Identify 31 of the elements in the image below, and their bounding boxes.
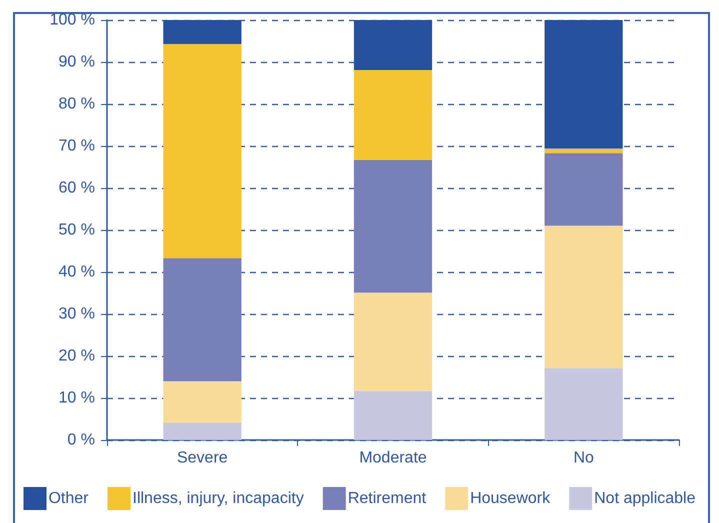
y-tick-label: 100 % — [50, 12, 95, 28]
bar — [544, 368, 623, 440]
y-tick-label: 0 % — [67, 432, 95, 448]
legend-label: Housework — [470, 490, 552, 507]
x-tick-label: Severe — [176, 450, 228, 466]
legend-label: Retirement — [348, 490, 427, 507]
bar — [544, 226, 623, 368]
bar — [354, 390, 432, 440]
legend-label: Not applicable — [594, 490, 696, 507]
y-tick-label: 40 % — [58, 264, 95, 280]
y-tick-label: 70 % — [58, 138, 95, 154]
bar — [544, 148, 623, 154]
y-tick-label: 10 % — [58, 390, 95, 406]
legend-label: Other — [48, 490, 90, 507]
bar — [163, 422, 242, 440]
bar — [163, 381, 242, 422]
legend-label: Illness, injury, incapacity — [132, 490, 304, 507]
x-tick-label: Moderate — [359, 450, 427, 466]
bar — [163, 44, 242, 258]
bar — [544, 153, 623, 226]
bar — [354, 292, 432, 391]
bar — [354, 70, 432, 160]
y-tick-label: 30 % — [58, 306, 95, 322]
y-tick-label: 60 % — [58, 180, 95, 196]
y-tick-label: 20 % — [58, 348, 95, 364]
y-tick-label: 50 % — [58, 222, 95, 238]
bar — [163, 258, 242, 382]
y-tick-label: 80 % — [58, 96, 95, 112]
x-tick-label: No — [573, 450, 594, 466]
y-tick-label: 90 % — [58, 54, 95, 70]
bar — [354, 160, 432, 293]
